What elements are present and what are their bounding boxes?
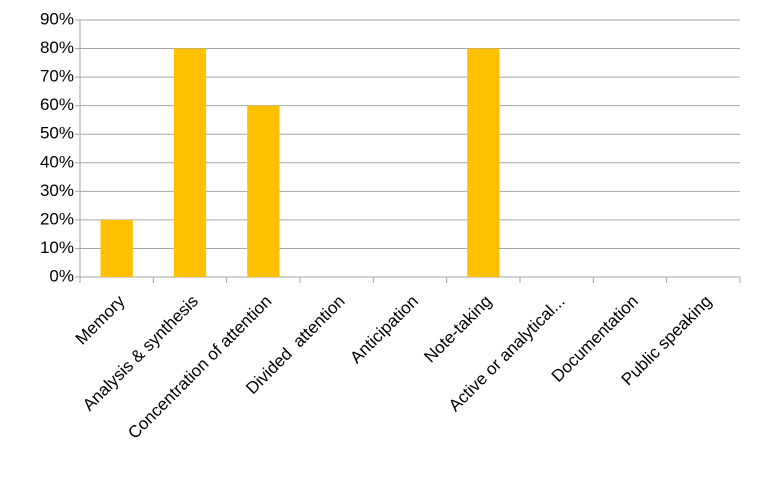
y-tick-label: 0% bbox=[49, 266, 74, 285]
x-tick-label: Note-taking bbox=[420, 292, 495, 367]
y-tick-label: 70% bbox=[40, 67, 74, 86]
bar bbox=[173, 48, 207, 277]
x-tick-label: Anticipation bbox=[346, 292, 422, 368]
y-tick-label: 30% bbox=[40, 181, 74, 200]
y-tick-label: 20% bbox=[40, 209, 74, 228]
x-tick-label: Concentration of attention bbox=[124, 292, 275, 443]
y-tick-label: 80% bbox=[40, 38, 74, 57]
bar bbox=[247, 105, 280, 278]
y-tick-label: 50% bbox=[40, 124, 74, 143]
bar bbox=[100, 219, 133, 277]
y-tick-label: 10% bbox=[40, 238, 74, 257]
y-tick-label: 60% bbox=[40, 95, 74, 114]
x-tick-label: Memory bbox=[72, 291, 129, 348]
bar bbox=[467, 48, 500, 277]
y-tick-label: 40% bbox=[40, 152, 74, 171]
y-tick-label: 90% bbox=[40, 9, 74, 28]
